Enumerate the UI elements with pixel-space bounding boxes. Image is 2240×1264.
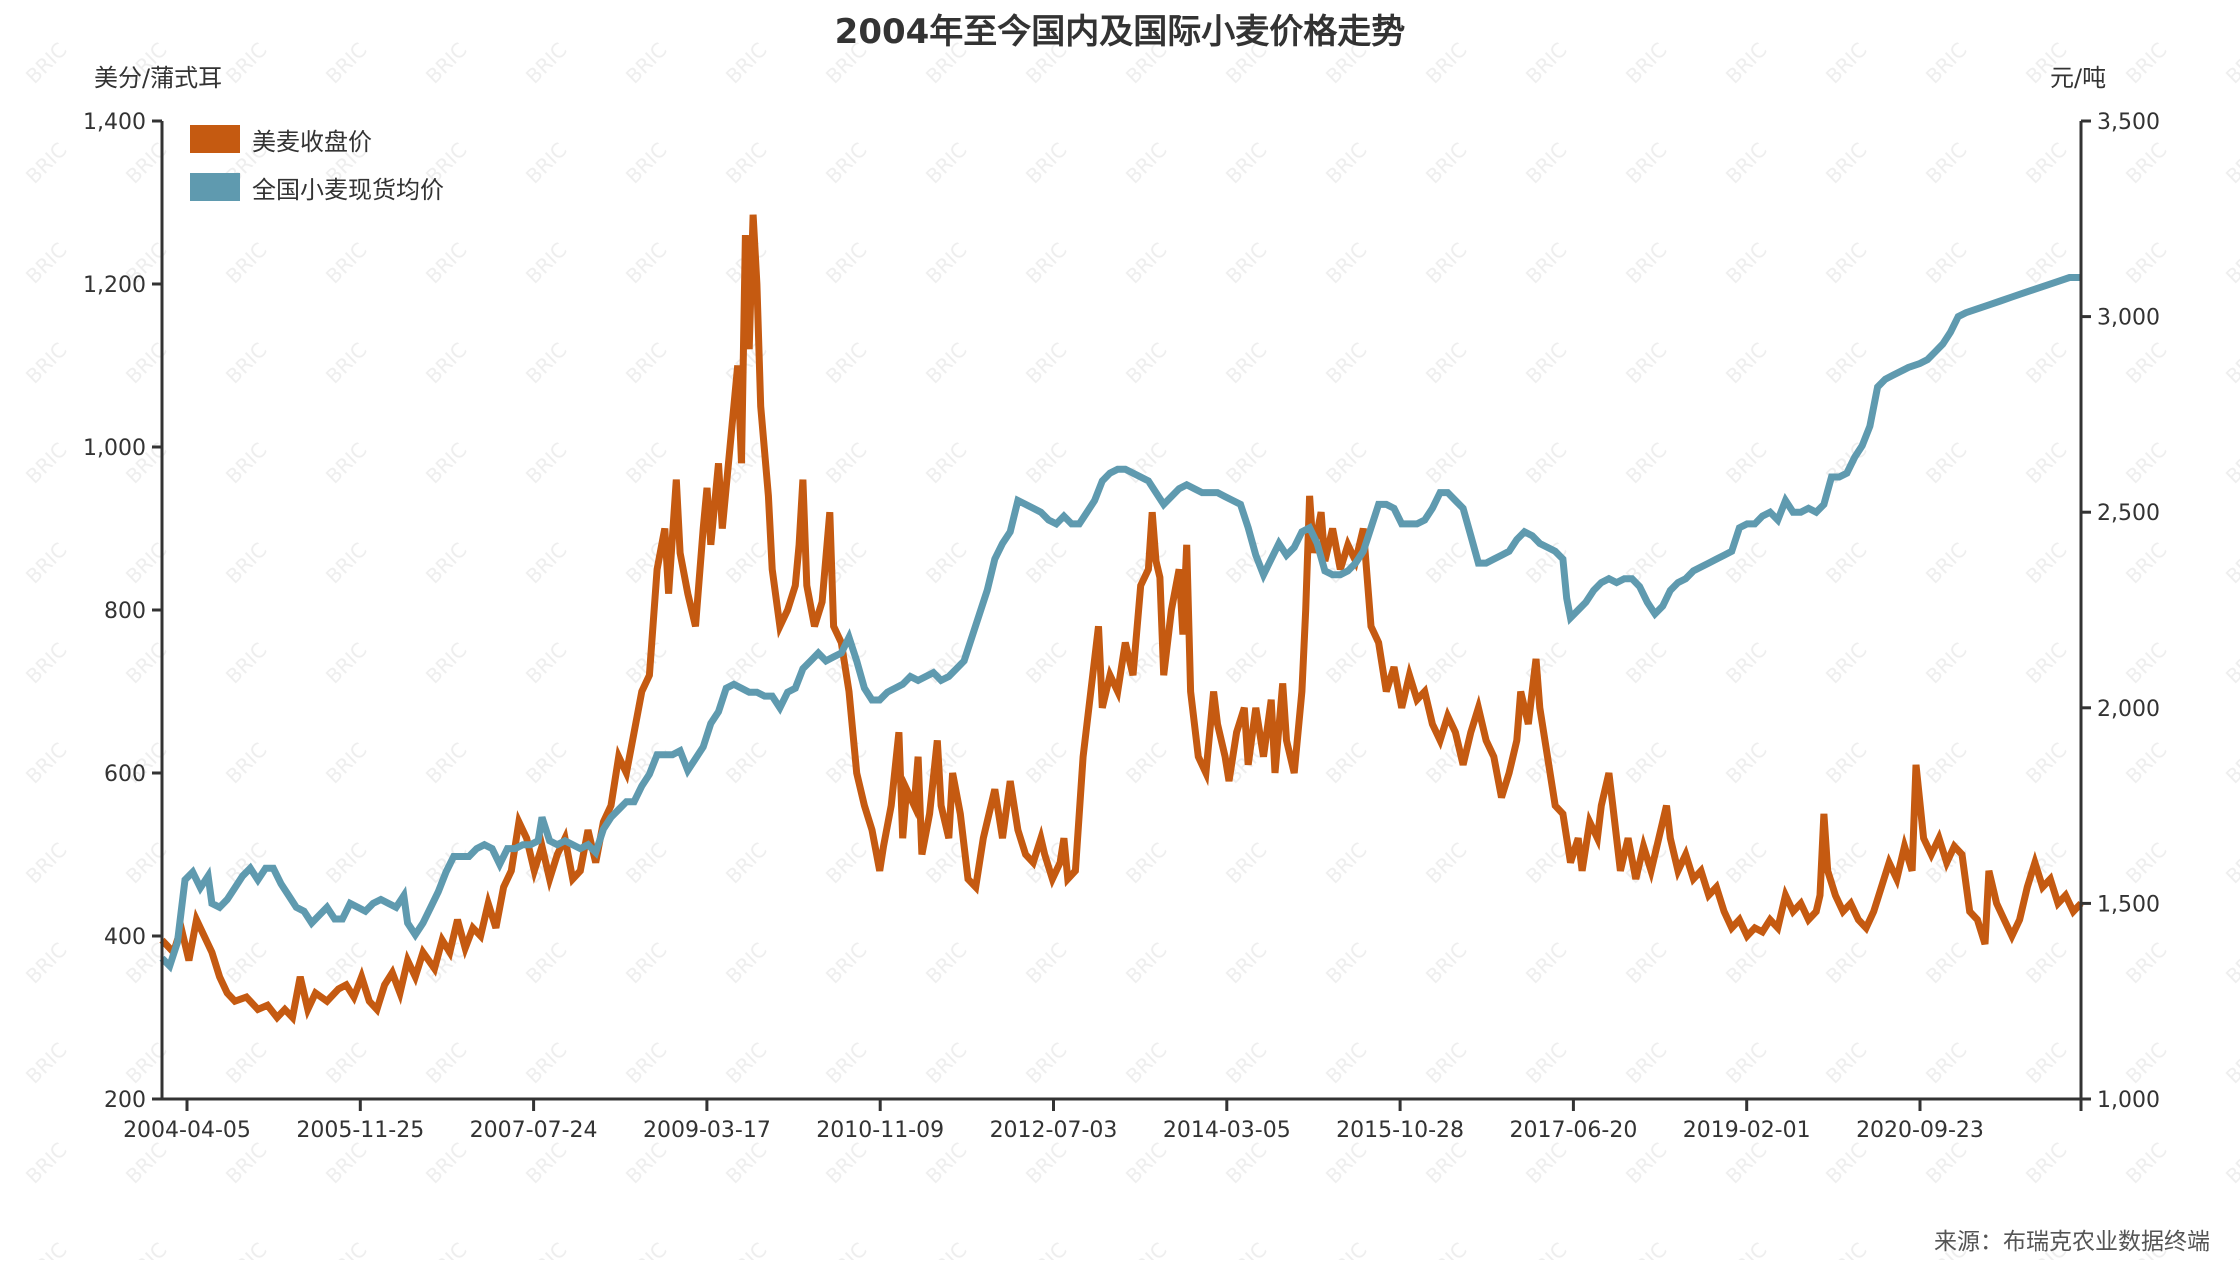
right-axis-unit: 元/吨 <box>2050 64 2107 92</box>
legend-label: 美麦收盘价 <box>252 127 372 156</box>
x-tick-label: 2010-11-09 <box>816 1118 944 1143</box>
legend-swatch-china-spot <box>190 173 240 201</box>
right-y-tick-label: 1,000 <box>2097 1088 2160 1113</box>
x-tick-label: 2014-03-05 <box>1163 1118 1291 1143</box>
left-y-tick-label: 1,200 <box>83 273 146 298</box>
legend-item-china-spot[interactable]: 全国小麦现货均价 <box>190 163 444 211</box>
right-y-tick-label: 3,500 <box>2097 110 2160 135</box>
x-tick-label: 2019-02-01 <box>1683 1118 1811 1143</box>
left-y-tick-label: 200 <box>104 1088 146 1113</box>
axes-layer: 200 400 600 800 1,000 1,200 1,400 1,000 1,500 2,0… <box>83 110 2160 1143</box>
legend-swatch-us-wheat <box>190 125 240 153</box>
left-axis-unit: 美分/蒲式耳 <box>94 64 223 92</box>
x-tick-label: 2015-10-28 <box>1336 1118 1464 1143</box>
series-layer <box>159 214 2084 1025</box>
right-y-tick-label: 2,500 <box>2097 501 2160 526</box>
x-tick-label: 2017-06-20 <box>1509 1118 1637 1143</box>
left-y-tick-label: 800 <box>104 599 146 624</box>
x-tick-label: 2005-11-25 <box>296 1118 424 1143</box>
x-tick-label: 2009-03-17 <box>643 1118 771 1143</box>
left-y-tick-label: 1,000 <box>83 436 146 461</box>
legend-item-us-wheat[interactable]: 美麦收盘价 <box>190 115 444 163</box>
x-tick-label: 2012-07-03 <box>990 1118 1118 1143</box>
right-y-tick-label: 3,000 <box>2097 306 2160 331</box>
x-tick-label: 2007-07-24 <box>470 1118 598 1143</box>
legend-label: 全国小麦现货均价 <box>252 175 444 204</box>
x-tick-label: 2004-04-05 <box>123 1118 251 1143</box>
source-note: 来源：布瑞克农业数据终端 <box>1934 1229 2210 1255</box>
left-y-tick-label: 400 <box>104 925 146 950</box>
left-y-tick-label: 1,400 <box>83 110 146 135</box>
left-y-tick-label: 600 <box>104 762 146 787</box>
chart-title: 2004年至今国内及国际小麦价格走势 <box>834 12 1406 52</box>
right-y-tick-label: 1,500 <box>2097 892 2160 917</box>
series-us-wheat-close <box>159 214 2084 1025</box>
legend: 美麦收盘价 全国小麦现货均价 <box>190 115 444 211</box>
x-tick-label: 2020-09-23 <box>1856 1118 1984 1143</box>
series-china-spot-avg <box>159 274 2081 973</box>
right-y-tick-label: 2,000 <box>2097 697 2160 722</box>
